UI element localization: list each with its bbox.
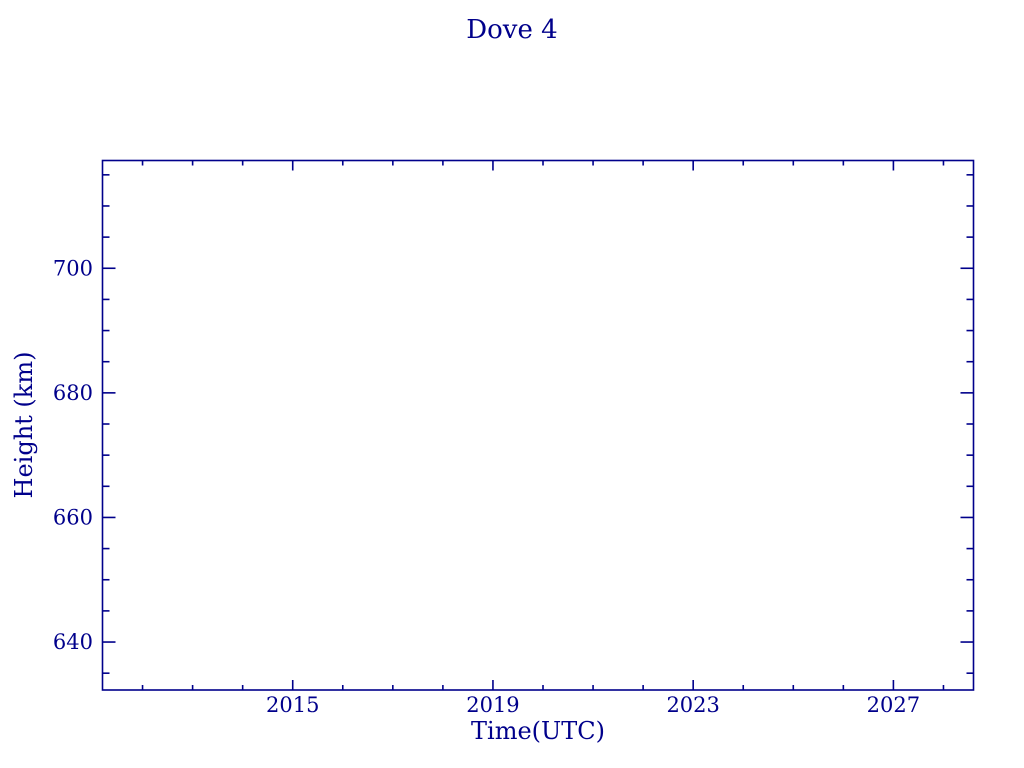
x-tick-label: 2019 [466,693,519,717]
chart-title: Dove 4 [466,15,557,45]
x-axis-label: Time(UTC) [471,717,605,745]
x-tick-label: 2027 [867,693,920,717]
x-tick-label: 2023 [666,693,719,717]
plot-border [101,159,975,691]
y-tick-label: 660 [53,505,93,529]
y-tick-label: 680 [53,381,93,405]
y-axis-label: Height (km) [10,352,38,499]
x-tick-label: 2015 [266,693,319,717]
tick-labels: 2015 2019 2023 2027 640 660 680 700 [53,256,920,717]
axis-ticks [102,160,974,690]
y-tick-label: 700 [53,256,93,280]
y-tick-label: 640 [53,630,93,654]
